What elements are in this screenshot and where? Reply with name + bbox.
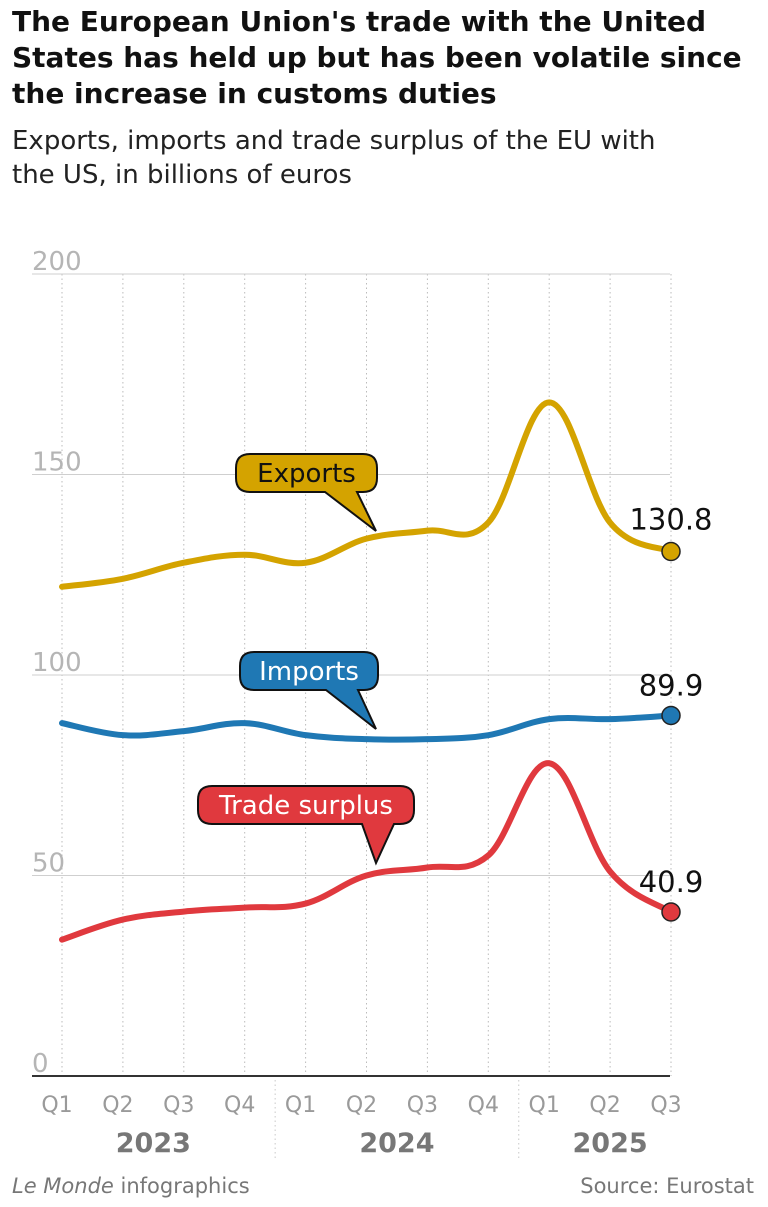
end-point-marker [661, 541, 681, 562]
x-tick-label: Q2 [346, 1093, 377, 1118]
year-label: 2025 [573, 1128, 648, 1159]
x-tick-label: Q3 [407, 1093, 438, 1118]
credit: Le Monde infographics [12, 1174, 250, 1198]
end-value-label: 130.8 [629, 502, 712, 536]
chart-subtitle: Exports, imports and trade surplus of th… [12, 126, 656, 190]
legend-label: Exports [257, 459, 356, 489]
year-label: 2023 [116, 1128, 191, 1159]
end-point-marker [661, 705, 681, 726]
legend-bubble [235, 453, 378, 532]
y-tick-label: 150 [32, 448, 82, 478]
legend-bubble [239, 651, 379, 730]
series-line [59, 760, 674, 943]
end-value-label: 89.9 [639, 669, 704, 703]
series-line [59, 712, 674, 743]
y-tick-label: 200 [32, 247, 82, 277]
end-point-marker [661, 902, 681, 922]
series-line [59, 399, 674, 590]
year-label: 2024 [359, 1128, 434, 1159]
x-tick-label: Q4 [468, 1093, 499, 1118]
y-tick-label: 100 [32, 648, 82, 678]
y-tick-label: 0 [32, 1049, 49, 1079]
x-tick-label: Q4 [224, 1093, 255, 1118]
source: Source: Eurostat [580, 1174, 754, 1198]
y-tick-label: 50 [32, 849, 65, 879]
x-tick-label: Q3 [163, 1093, 194, 1118]
credit-brand: Le Monde [12, 1174, 114, 1198]
legend-bubble [197, 785, 415, 866]
chart-title: The European Union's trade with the Unit… [12, 5, 742, 110]
legend-label: Imports [259, 657, 359, 687]
legend-label: Trade surplus [218, 791, 393, 821]
x-tick-label: Q2 [589, 1093, 620, 1118]
x-tick-label: Q1 [529, 1093, 560, 1118]
x-tick-label: Q1 [285, 1093, 316, 1118]
x-tick-label: Q2 [102, 1093, 133, 1118]
credit-text: infographics [113, 1174, 250, 1198]
x-tick-label: Q1 [41, 1093, 72, 1118]
end-value-label: 40.9 [639, 865, 704, 899]
x-tick-label: Q3 [650, 1093, 681, 1118]
